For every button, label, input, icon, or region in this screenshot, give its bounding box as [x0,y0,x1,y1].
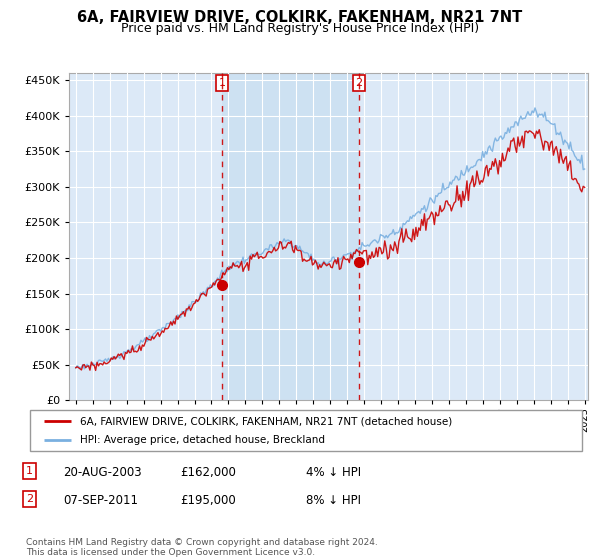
Text: 1: 1 [26,466,33,476]
Text: Contains HM Land Registry data © Crown copyright and database right 2024.
This d: Contains HM Land Registry data © Crown c… [26,538,377,557]
Text: £195,000: £195,000 [180,494,236,507]
Text: 6A, FAIRVIEW DRIVE, COLKIRK, FAKENHAM, NR21 7NT (detached house): 6A, FAIRVIEW DRIVE, COLKIRK, FAKENHAM, N… [80,417,452,426]
Text: HPI: Average price, detached house, Breckland: HPI: Average price, detached house, Brec… [80,435,325,445]
Text: 2: 2 [26,494,33,504]
Text: 6A, FAIRVIEW DRIVE, COLKIRK, FAKENHAM, NR21 7NT: 6A, FAIRVIEW DRIVE, COLKIRK, FAKENHAM, N… [77,10,523,25]
Text: 8% ↓ HPI: 8% ↓ HPI [306,494,361,507]
Text: 20-AUG-2003: 20-AUG-2003 [63,466,142,479]
Text: £162,000: £162,000 [180,466,236,479]
Text: 1: 1 [218,78,226,88]
Bar [222,73,359,400]
Text: 2: 2 [355,78,362,88]
Text: 4% ↓ HPI: 4% ↓ HPI [306,466,361,479]
FancyBboxPatch shape [30,410,582,451]
Text: Price paid vs. HM Land Registry's House Price Index (HPI): Price paid vs. HM Land Registry's House … [121,22,479,35]
Text: 07-SEP-2011: 07-SEP-2011 [63,494,138,507]
